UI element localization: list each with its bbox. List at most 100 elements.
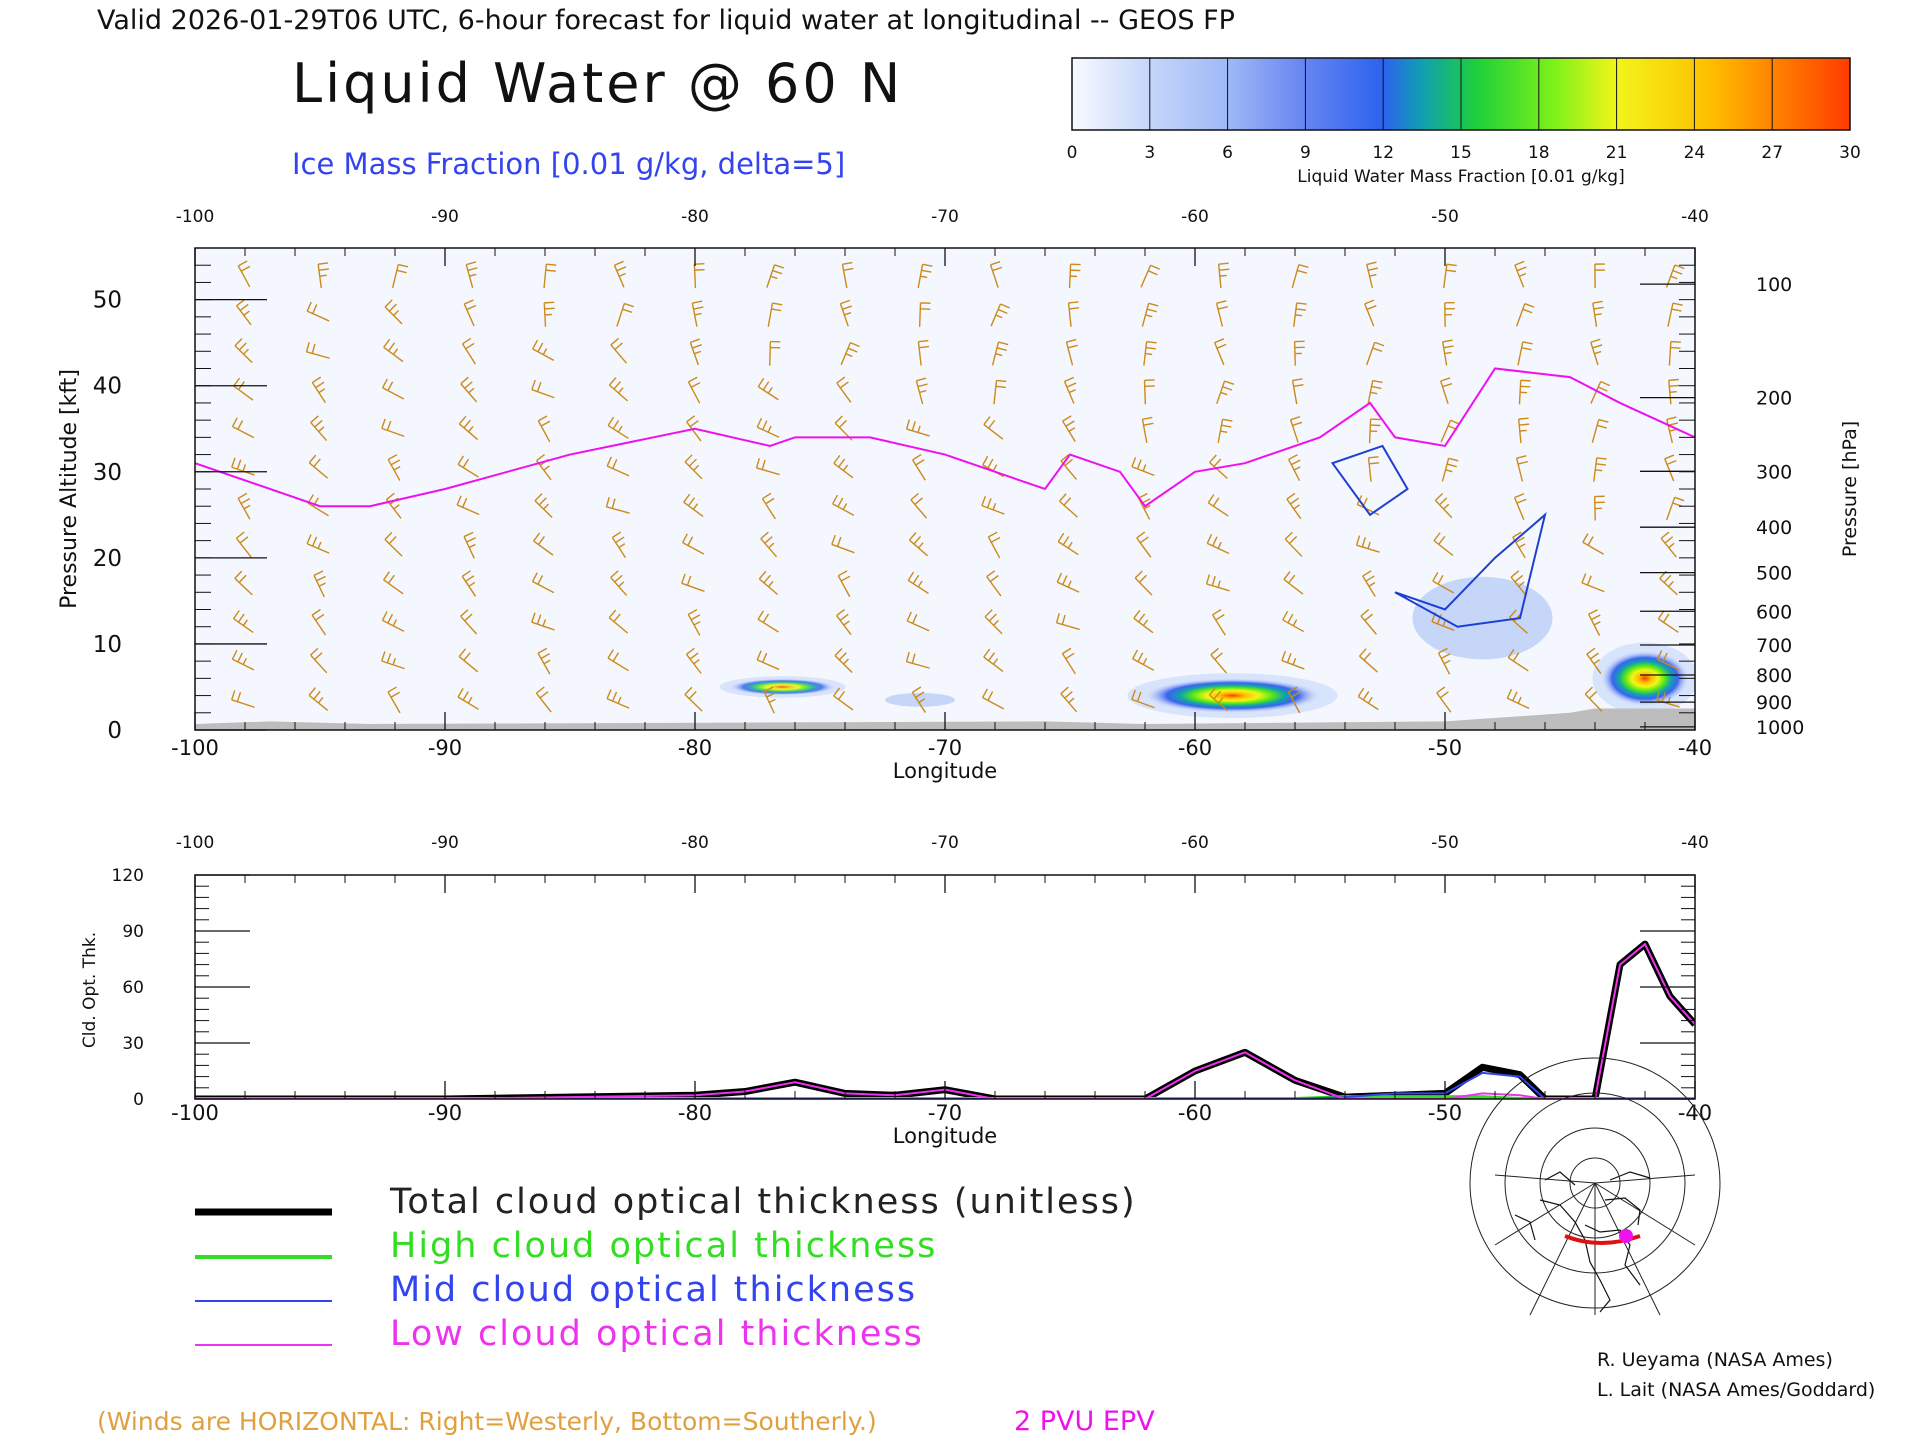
wind-barb-staff <box>918 302 922 327</box>
wind-barb-feather <box>1136 459 1142 470</box>
wind-barb-staff <box>233 385 254 401</box>
wind-barb-feather <box>464 299 474 305</box>
wind-barb-feather <box>1515 536 1525 543</box>
wind-barb-feather <box>763 686 774 693</box>
wind-barb-feather <box>306 534 312 545</box>
wind-barb-feather <box>1205 574 1211 585</box>
wind-barb-staff <box>1366 342 1376 366</box>
wind-barb-staff <box>685 653 702 674</box>
wind-barb-feather <box>921 269 932 273</box>
legend-label-total: Total cloud optical thickness (unitless) <box>389 1182 1137 1222</box>
wind-barb-feather <box>992 658 999 665</box>
wind-barb-staff <box>1581 582 1605 593</box>
wind-barb-staff <box>1207 542 1230 555</box>
wind-barb-feather <box>1669 391 1677 394</box>
wind-barb-staff <box>391 264 399 289</box>
wind-barb-staff <box>606 465 630 477</box>
wind-barb-feather <box>531 379 536 390</box>
wind-barb-feather <box>318 388 326 394</box>
map-graticule <box>1469 1057 1721 1316</box>
wind-barb <box>384 299 403 325</box>
wind-barb-feather <box>1282 610 1289 621</box>
wind-barb-staff <box>756 467 780 476</box>
wind-barb-feather <box>610 337 619 346</box>
wind-barb-feather <box>1367 267 1379 272</box>
wind-barb-feather <box>981 496 987 506</box>
wind-barb-staff <box>381 427 405 438</box>
wind-barb-feather <box>238 574 247 583</box>
wind-barb <box>905 419 930 437</box>
wind-barb <box>457 688 479 710</box>
wind-barb-staff <box>1065 341 1074 366</box>
wind-barb <box>766 264 785 288</box>
wind-barb <box>693 263 705 289</box>
wind-barb <box>1286 492 1302 520</box>
wind-barb-feather <box>774 264 785 269</box>
lower-top-tick-label: -50 <box>1431 833 1459 853</box>
wind-barb-feather <box>767 425 772 433</box>
colorbar-label: Liquid Water Mass Fraction [0.01 g/kg] <box>1297 167 1624 187</box>
wind-barb-feather <box>232 610 240 620</box>
wind-barb-feather <box>1293 384 1304 388</box>
wind-barb-feather <box>1587 536 1594 546</box>
wind-barb <box>1433 532 1454 556</box>
wind-barb-feather <box>236 459 242 470</box>
wind-barb-staff <box>1593 457 1598 482</box>
wind-barb-feather <box>834 648 843 657</box>
wind-barb-feather <box>383 571 390 581</box>
wind-barb <box>1506 688 1530 710</box>
wind-barb <box>1134 570 1153 596</box>
wind-barb-staff <box>1141 303 1150 327</box>
wind-barb <box>1517 341 1533 366</box>
wind-barb-feather <box>757 377 765 388</box>
upper-top-tick-label: -40 <box>1681 207 1709 227</box>
wind-barb-staff <box>1443 264 1448 289</box>
wind-barb-staff <box>465 264 474 288</box>
wind-barb-feather <box>308 454 317 464</box>
wind-barb <box>1206 533 1230 555</box>
wind-barb-feather <box>387 686 398 693</box>
wind-barb <box>990 303 1010 327</box>
wind-barb <box>606 456 630 477</box>
wind-barb-feather <box>692 503 699 510</box>
wind-barb-feather <box>1433 532 1441 542</box>
wind-barb <box>1513 493 1527 521</box>
wind-barb-feather <box>1216 300 1227 304</box>
wind-barb <box>1131 689 1155 709</box>
lower-y-tick-label: 120 <box>112 866 144 886</box>
wind-barb <box>984 609 1003 635</box>
wind-barb-feather <box>693 306 704 310</box>
wind-barb-staff <box>611 537 627 559</box>
wind-barb-feather <box>1446 263 1457 267</box>
colorbar-tick-label: 15 <box>1450 143 1472 163</box>
wind-barb-staff <box>760 538 778 558</box>
wind-barb-feather <box>1434 492 1444 501</box>
wind-barb-feather <box>465 575 475 582</box>
wind-barb-feather <box>842 305 853 310</box>
wind-barb-staff <box>757 386 779 401</box>
wind-barb-staff <box>1209 461 1228 479</box>
wind-barb <box>1205 574 1230 592</box>
wind-barb <box>1131 457 1155 477</box>
wind-barb <box>606 689 630 709</box>
wind-barb <box>1441 457 1459 482</box>
wind-barb-staff <box>236 305 252 326</box>
wind-barb-staff <box>1056 622 1080 631</box>
wind-barb-feather <box>1518 543 1526 549</box>
wind-barb <box>543 301 555 327</box>
wind-barb-feather <box>1440 377 1451 382</box>
wind-barb-feather <box>542 348 548 355</box>
wind-barb-staff <box>533 540 554 556</box>
wind-barb-staff <box>1364 303 1375 327</box>
upper-ylabel-right: Pressure [hPa] <box>1839 421 1861 557</box>
wind-barb <box>608 609 629 634</box>
wind-barb-feather <box>1516 266 1527 272</box>
wind-barb-staff <box>767 302 774 327</box>
wind-barb-feather <box>1292 421 1303 427</box>
wind-barb-staff <box>1293 302 1298 327</box>
lower-x-tick-label: -60 <box>1178 1101 1212 1125</box>
wind-barb-feather <box>693 659 700 665</box>
wind-barb-feather <box>1056 572 1063 583</box>
wind-barb-feather <box>239 536 249 544</box>
wind-barb-feather <box>688 376 698 383</box>
